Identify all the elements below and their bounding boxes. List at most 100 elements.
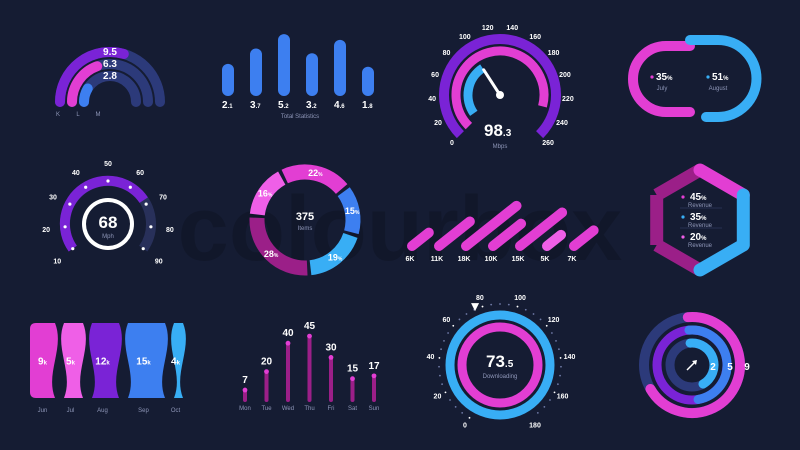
gauge-tick-label: 100	[514, 295, 526, 302]
gauge-unit: Mph	[102, 234, 114, 240]
gauge-tick-label: 80	[443, 50, 451, 57]
donut-center-label: Items	[298, 226, 313, 232]
arc-category-label: L	[76, 112, 80, 118]
ring-bar	[685, 338, 719, 389]
slice-label-number: 22	[308, 168, 318, 178]
bar-value-int: 2	[222, 100, 228, 111]
bar-category-label: 15K	[512, 256, 525, 263]
gauge-tick-dot	[543, 405, 546, 408]
gauge-tick-label: 30	[49, 194, 57, 201]
lollipop-category: Wed	[282, 406, 294, 412]
gauge-tick-dot	[149, 225, 153, 229]
donut-slice	[249, 171, 286, 216]
hexagon-segment	[650, 164, 704, 276]
gauge-value: 98.3	[484, 121, 512, 140]
monthly-rings-chart: 35% July 51% August	[628, 35, 762, 122]
bar-category-label: 18K	[458, 256, 471, 263]
stream-category-label: Aug	[97, 408, 108, 414]
gauge-inner-ring	[457, 322, 543, 408]
gauge-tick-dot	[71, 247, 75, 251]
speed-gauge-chart: 0 20 40 60 80 100 120 140 160 180 200 220 240 260 98.3…	[428, 25, 574, 150]
donut-slice	[281, 164, 348, 195]
gauge-tick-label: 0	[463, 423, 467, 430]
stream-band	[171, 323, 186, 398]
gauge-tick-label: 120	[482, 25, 494, 32]
gauge-tick-dot	[141, 247, 145, 251]
bar-value-dec: .2	[284, 104, 290, 110]
watermark-text: colourbox	[178, 178, 623, 280]
stream-value-number: 12	[95, 357, 107, 368]
gauge-tick-dot	[490, 303, 493, 306]
hexagon-segment	[693, 163, 750, 202]
gauge-tick-dot	[524, 308, 527, 311]
stream-value-unit: k	[44, 361, 48, 367]
gauge-tick-dot	[439, 374, 441, 377]
gauge-tick-dot	[465, 313, 468, 315]
legend-dot	[681, 195, 685, 199]
gauge-tick-dot	[559, 374, 561, 377]
gauge-tick-label: 220	[562, 96, 574, 103]
gauge-tick-label: 20	[42, 227, 50, 234]
lollipop-dot	[285, 340, 291, 346]
gauge-tick-label: 200	[559, 72, 571, 79]
ring-value-label: 2	[710, 362, 716, 373]
legend-dot	[706, 75, 710, 79]
stream-value: 15k	[136, 357, 151, 368]
gauge-tick-label: 140	[506, 25, 518, 32]
gauge-tick-dot	[499, 303, 501, 305]
chart-title: Total Statistics	[281, 114, 319, 120]
stream-value-number: 5	[66, 357, 72, 368]
stream-value-number: 4	[171, 357, 177, 368]
lollipop-dot	[264, 369, 269, 374]
bar	[434, 216, 475, 251]
gauge-tick-dot	[516, 305, 519, 308]
gauge-middle-arc	[451, 46, 549, 130]
bar-value-label: 2.1	[222, 100, 233, 111]
lollipop-category: Tue	[261, 406, 272, 412]
gauge-tick-dot	[557, 383, 559, 386]
lollipop-value: 20	[261, 357, 273, 368]
gauge-tick-dot	[507, 303, 510, 306]
revenue-value-unit: %	[701, 196, 707, 202]
bar	[488, 218, 527, 251]
gauge-tick-label: 40	[427, 354, 435, 361]
mph-gauge-chart: 10 20 30 40 50 60 70 80 90 68 Mph	[42, 161, 174, 266]
slice-label: 22%	[308, 168, 323, 178]
gauge-label: Downloading	[483, 374, 518, 380]
donut-slice	[337, 187, 361, 235]
stream-category-label: Jul	[67, 408, 75, 414]
bar-category-label: 10K	[485, 256, 498, 263]
gauge-tick-dot	[68, 202, 72, 206]
revenue-value-number: 20	[690, 232, 702, 243]
lollipop-category: Fri	[328, 406, 335, 412]
bar	[461, 200, 522, 251]
ring-value: 51%	[712, 72, 729, 83]
slice-label-unit: %	[274, 253, 279, 259]
slice-label: 16%	[258, 188, 273, 198]
stream-band	[61, 323, 86, 398]
gauge-tick-dot	[551, 332, 553, 334]
gauge-tick-dot	[440, 348, 442, 351]
bar-value-int: 5	[278, 100, 284, 111]
bar	[569, 225, 599, 251]
arc-category-label: M	[96, 112, 101, 118]
bar	[515, 207, 568, 251]
ring-value: 35%	[656, 72, 673, 83]
gauge-tick-dot	[545, 324, 548, 327]
gauge-tick-label: 60	[431, 72, 439, 79]
gauge-tick-label: 140	[564, 354, 576, 361]
slice-label: 19%	[328, 252, 343, 262]
donut-center-value: 375	[296, 211, 314, 223]
arc-value-label: 2.8	[103, 71, 117, 82]
arc-bar	[67, 61, 103, 107]
slice-label-number: 28	[264, 249, 274, 259]
gauge-tick-dot	[468, 416, 471, 419]
gauge-tick-label: 260	[542, 140, 554, 147]
gauge-outer-arc	[439, 34, 561, 139]
gauge-pointer	[471, 303, 480, 312]
gauge-tick-dot	[558, 348, 560, 351]
legend-dot	[681, 235, 685, 239]
